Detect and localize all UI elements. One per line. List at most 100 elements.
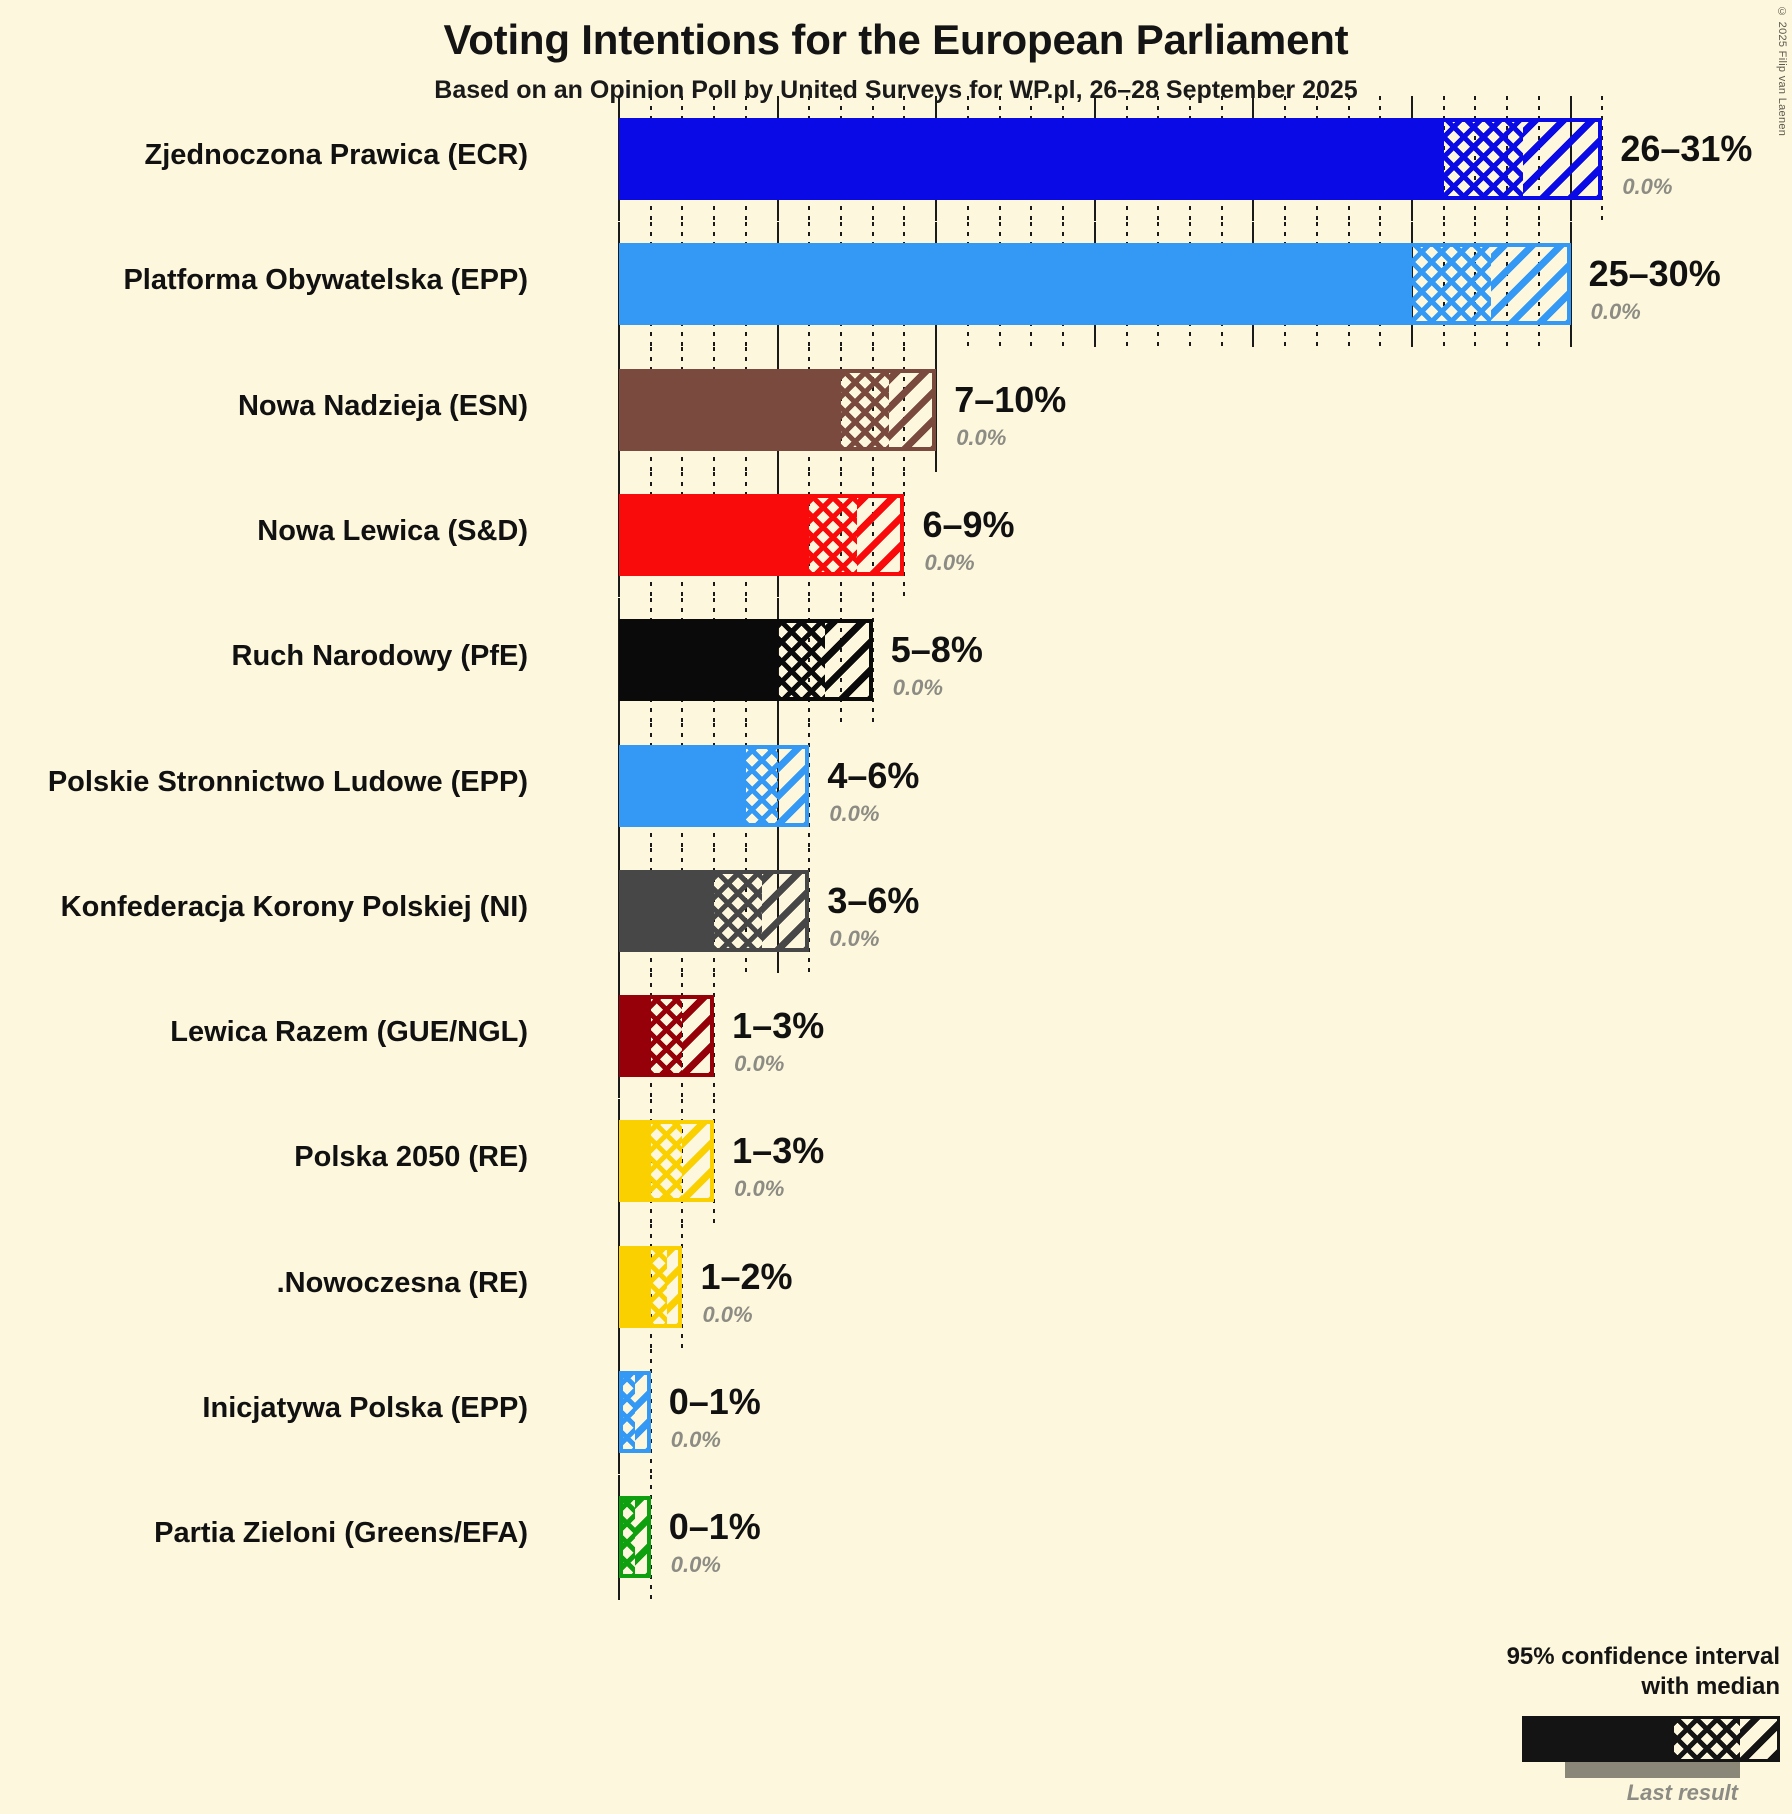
page-subtitle: Based on an Opinion Poll by United Surve… [434,76,1358,104]
bar-outline [619,745,810,827]
value-label: 0–1% [668,1381,761,1422]
legend-bar-solid [1522,1716,1780,1762]
copyright-notice: © 2025 Filip van Laenen [1776,6,1788,137]
gridline-minor [903,472,906,597]
gridline-minor [713,973,716,1098]
party-label: Platforma Obywatelska (EPP) [123,264,528,296]
gridline-minor [808,723,811,848]
bar-segment-crosshatch [714,870,762,952]
bar-outline [619,494,905,576]
bar-segment-diagonal [825,619,873,701]
party-label: Partia Zieloni (Greens/EFA) [154,1517,528,1549]
bar-segment-crosshatch [1412,243,1492,325]
confidence-interval-bar[interactable] [619,1120,715,1202]
value-label: 0–1% [668,1506,761,1547]
value-label: 3–6% [827,880,920,921]
bar-segment-diagonal [1523,118,1603,200]
confidence-interval-bar[interactable] [619,619,873,701]
value-label: 4–6% [827,755,920,796]
bar-segment-diagonal [682,995,715,1077]
bar-segment-solid [619,494,810,576]
bar-segment-crosshatch [745,745,778,827]
party-label: .Nowoczesna (RE) [276,1267,528,1299]
value-label: 26–31% [1620,128,1753,169]
gridline-major [935,347,938,472]
bar-segment-solid [619,619,778,701]
confidence-interval-bar[interactable] [619,1496,651,1578]
gridline-minor [808,848,811,973]
bar-segment-crosshatch [809,494,857,576]
bar-segment-crosshatch [650,1120,683,1202]
legend-ci-line2: with median [1641,1673,1780,1700]
last-result-label: 0.0% [829,926,880,951]
value-label: 5–8% [890,629,983,670]
bar-segment-crosshatch [619,1371,635,1453]
bar-outline [619,619,873,701]
last-result-label: 0.0% [734,1051,785,1076]
confidence-interval-bar[interactable] [619,870,810,952]
value-label: 7–10% [954,379,1067,420]
last-result-label: 0.0% [1622,174,1673,199]
last-result-label: 0.0% [892,675,943,700]
party-label: Konfederacja Korony Polskiej (NI) [60,891,528,923]
bar-outline [619,1120,715,1202]
bar-segment-solid [619,243,1412,325]
bar-segment-diagonal [856,494,905,576]
party-label: Nowa Lewica (S&D) [257,515,528,547]
gridline-minor [1601,96,1604,221]
last-result-label: 0.0% [670,1427,721,1452]
bar-outline [619,995,715,1077]
bar-segment-crosshatch [1443,118,1524,200]
gridline-minor [649,1349,652,1474]
gridline-minor [649,1475,652,1600]
bar-segment-crosshatch [650,995,683,1077]
confidence-interval-bar[interactable] [619,745,810,827]
bar-segment-crosshatch [619,1496,635,1578]
bar-segment-solid [619,745,746,827]
bar-outline [619,870,810,952]
value-label: 1–3% [732,1130,825,1171]
bar-segment-diagonal [777,745,810,827]
bar-segment-diagonal [682,1120,715,1202]
party-label: Lewica Razem (GUE/NGL) [170,1016,528,1048]
gridline-minor [681,1224,684,1349]
last-result-label: 0.0% [702,1302,753,1327]
confidence-interval-bar[interactable] [619,494,905,576]
confidence-interval-bar[interactable] [619,118,1603,200]
gridline-minor [713,1099,716,1224]
bar-outline [619,243,1571,325]
bar-segment-solid [619,1120,651,1202]
bar-outline [619,1496,651,1578]
party-label: Polskie Stronnictwo Ludowe (EPP) [47,766,528,798]
last-result-label: 0.0% [734,1176,785,1201]
bar-segment-solid [619,369,842,451]
gridline-major [1569,222,1572,347]
bar-outline [619,1371,651,1453]
bar-outline [619,1246,683,1328]
last-result-label: 0.0% [670,1552,721,1577]
confidence-interval-bar[interactable] [619,995,715,1077]
bar-segment-crosshatch [650,1246,667,1328]
last-result-label: 0.0% [956,425,1007,450]
confidence-interval-bar[interactable] [619,1246,683,1328]
bar-segment-diagonal [888,369,937,451]
bar-segment-crosshatch [841,369,889,451]
gridline-minor [871,598,874,723]
party-label: Ruch Narodowy (PfE) [231,640,528,672]
confidence-interval-bar[interactable] [619,243,1571,325]
chart-legend: 95% confidence interval with median Last… [1310,1642,1780,1806]
confidence-interval-bar[interactable] [619,1371,651,1453]
legend-bar-diagonal [1740,1719,1777,1759]
legend-last-result-label: Last result [1626,1780,1738,1805]
bar-segment-solid [619,870,715,952]
value-label: 6–9% [922,504,1015,545]
last-result-label: 0.0% [829,801,880,826]
bar-segment-diagonal [761,870,810,952]
bar-segment-solid [619,995,651,1077]
bar-segment-solid [619,1246,651,1328]
legend-bar-crosshatch [1674,1719,1740,1759]
party-label: Polska 2050 (RE) [294,1141,528,1173]
bar-segment-solid [619,118,1444,200]
confidence-interval-bar[interactable] [619,369,937,451]
